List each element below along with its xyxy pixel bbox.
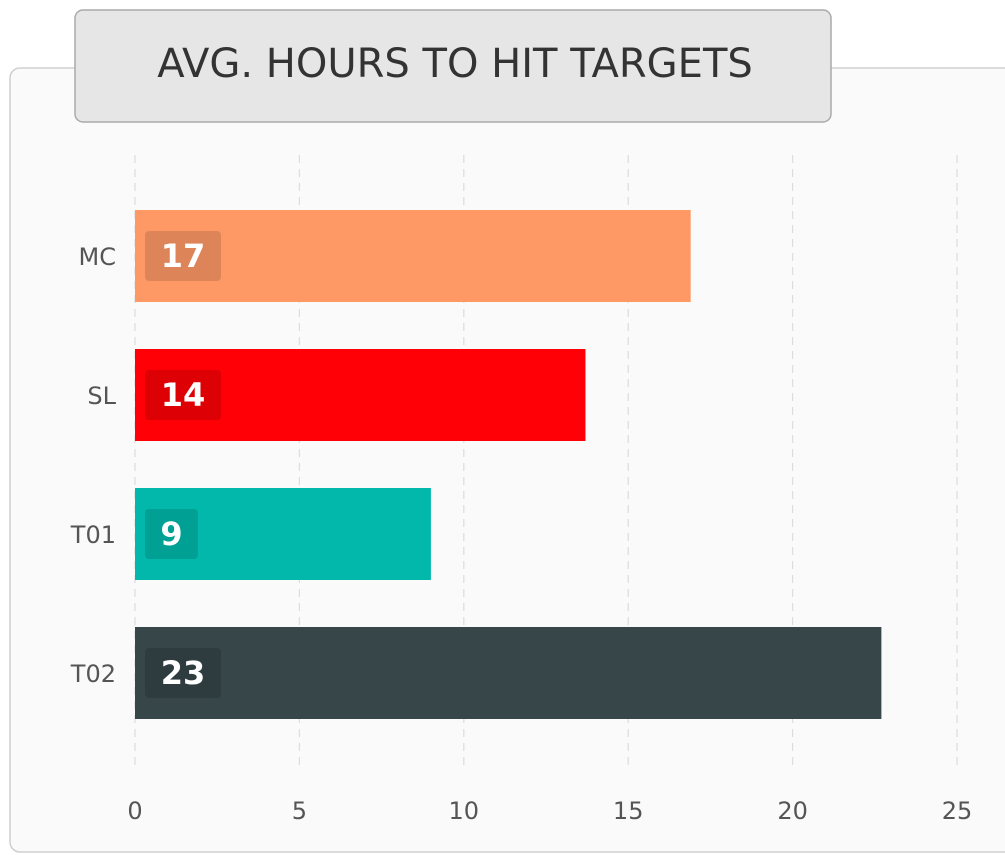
value-label: 9 xyxy=(160,515,182,553)
value-label: 23 xyxy=(161,654,206,692)
value-label-box xyxy=(145,231,221,281)
y-tick-label: SL xyxy=(87,382,116,410)
value-label-box xyxy=(145,370,221,420)
bar xyxy=(135,627,882,719)
x-tick-label: 20 xyxy=(777,797,808,825)
bar xyxy=(135,488,431,580)
x-tick-label: 0 xyxy=(127,797,142,825)
title-box xyxy=(74,9,832,123)
value-label-box xyxy=(145,648,221,698)
y-tick-label: T02 xyxy=(70,660,116,688)
x-tick-label: 25 xyxy=(942,797,973,825)
bar xyxy=(135,210,691,302)
panel xyxy=(9,67,1005,853)
chart-title: AVG. HOURS TO HIT TARGETS xyxy=(157,41,753,87)
x-tick-label: 15 xyxy=(613,797,644,825)
y-tick-label: T01 xyxy=(70,521,116,549)
x-tick-label: 5 xyxy=(292,797,307,825)
value-label: 17 xyxy=(161,237,206,275)
x-tick-label: 10 xyxy=(449,797,480,825)
bar xyxy=(135,349,586,441)
value-label: 14 xyxy=(161,376,206,414)
y-tick-label: MC xyxy=(79,243,116,271)
value-label-box xyxy=(145,509,198,559)
